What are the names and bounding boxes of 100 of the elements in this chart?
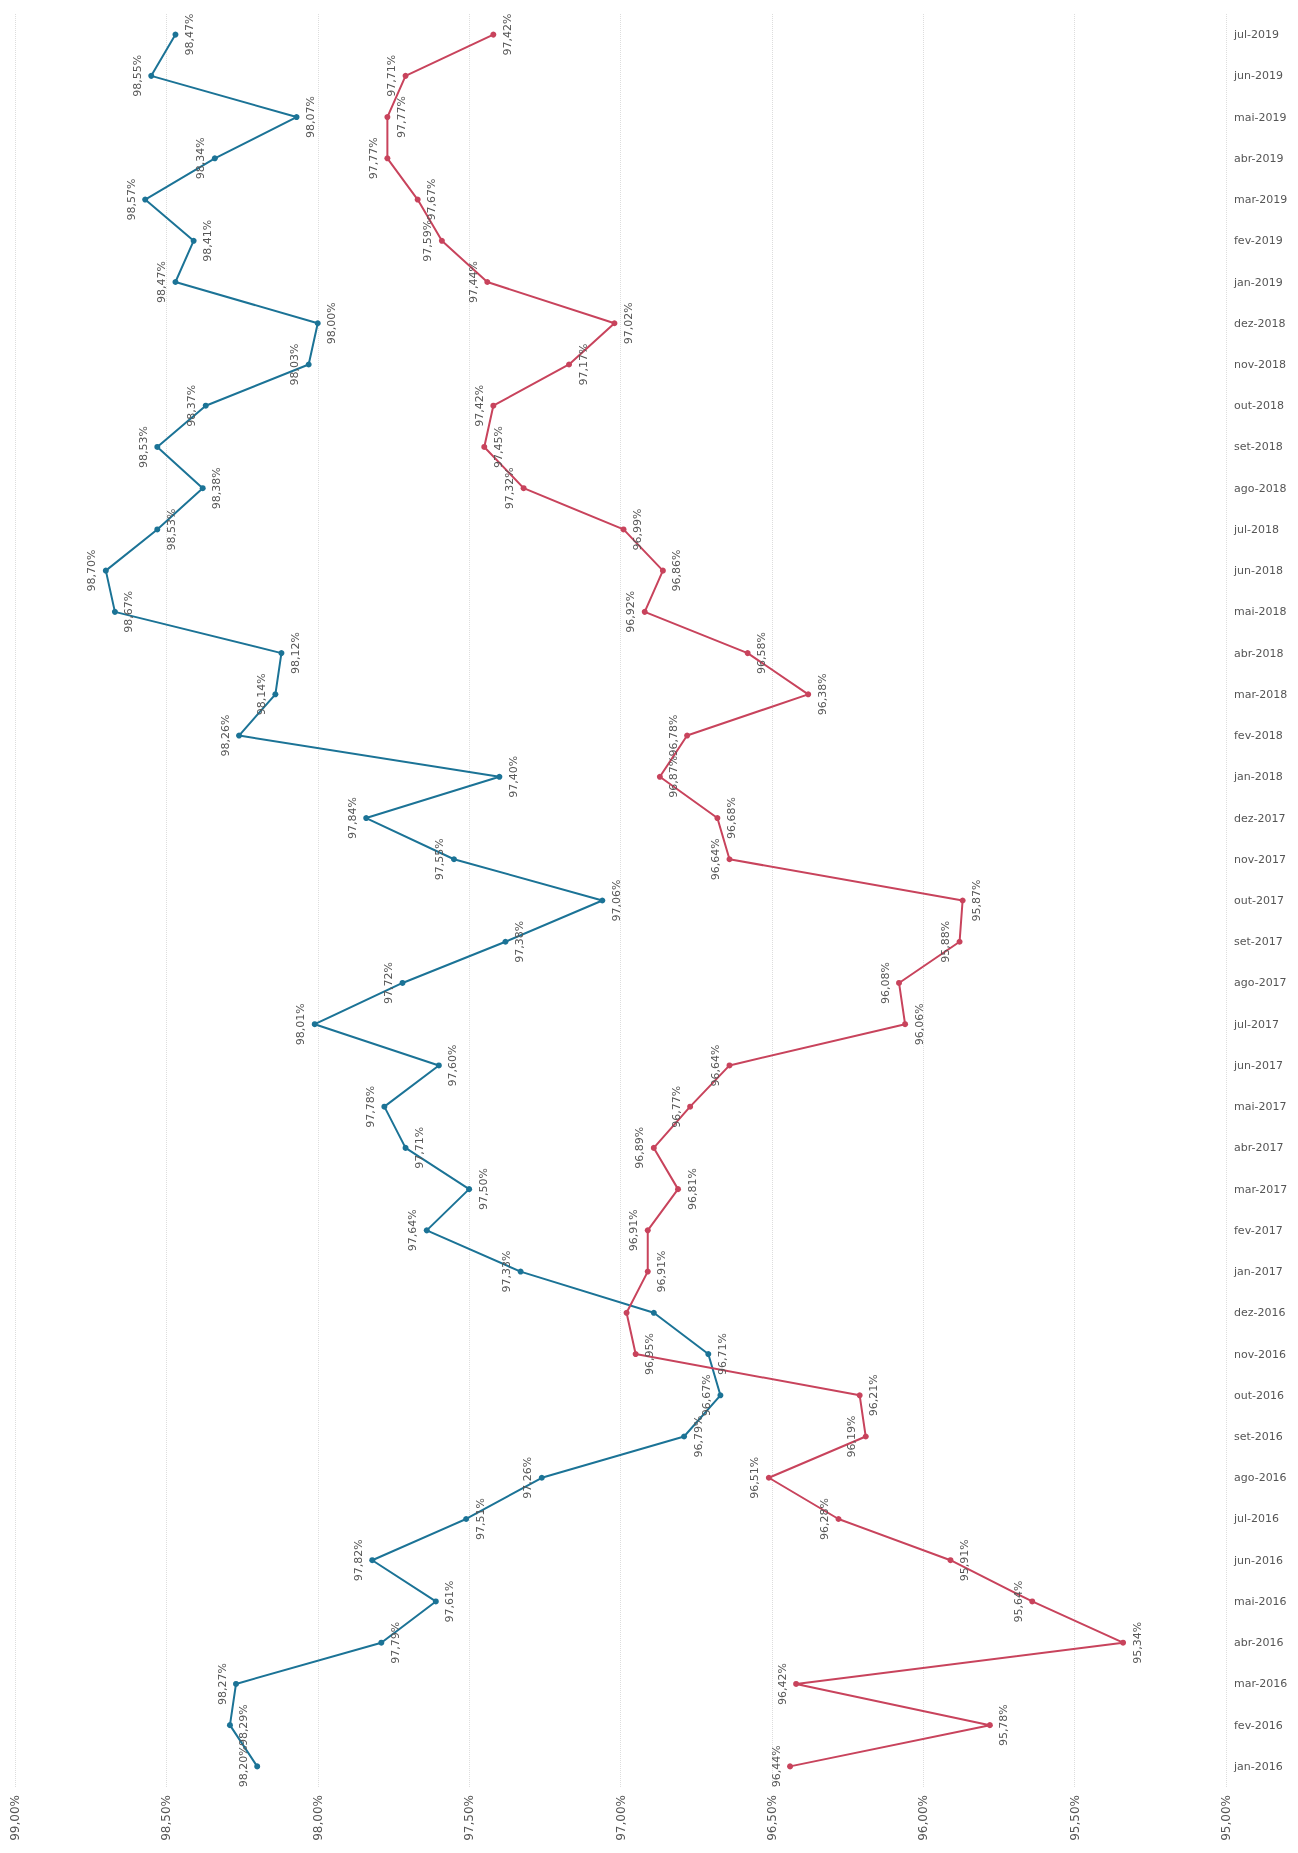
y-tick-label: fev-2019	[1234, 234, 1283, 248]
point	[381, 1103, 388, 1110]
data-label: 96,42%	[775, 1662, 789, 1705]
point	[959, 897, 966, 904]
point	[765, 1474, 772, 1481]
point	[681, 1433, 688, 1440]
y-tick-label: mar-2019	[1234, 193, 1288, 207]
point	[705, 1351, 712, 1358]
y-tick-label: mar-2017	[1234, 1182, 1288, 1196]
point	[102, 567, 109, 574]
y-tick-label: jul-2019	[1233, 28, 1280, 42]
data-label: 96,38%	[815, 673, 829, 716]
point	[659, 567, 666, 574]
point	[726, 1062, 733, 1069]
y-tick-label: set-2017	[1234, 935, 1283, 949]
data-label: 98,14%	[254, 673, 268, 716]
point	[490, 402, 497, 409]
point	[172, 31, 179, 38]
y-tick-label: out-2018	[1234, 399, 1284, 413]
y-tick-label: jun-2018	[1233, 564, 1283, 578]
data-label: 98,47%	[182, 13, 196, 56]
data-label: 98,41%	[201, 219, 215, 262]
data-label: 98,67%	[122, 590, 136, 633]
data-label: 98,47%	[154, 261, 168, 303]
point	[272, 691, 279, 698]
point	[278, 650, 285, 657]
data-label: 97,55%	[433, 838, 447, 881]
point	[1120, 1639, 1127, 1646]
data-label: 96,86%	[670, 549, 684, 592]
data-label: 98,00%	[325, 302, 339, 345]
data-label: 96,58%	[755, 632, 769, 675]
point	[496, 773, 503, 780]
y-tick-label: out-2017	[1234, 894, 1284, 907]
point	[856, 1392, 863, 1399]
point	[190, 237, 197, 244]
y-tick-label: ago-2016	[1234, 1471, 1287, 1485]
y-tick-label: jun-2016	[1233, 1553, 1283, 1567]
data-label: 95,78%	[997, 1704, 1011, 1747]
point	[490, 31, 497, 38]
data-label: 96,19%	[845, 1415, 859, 1458]
data-label: 96,89%	[633, 1126, 647, 1169]
point	[896, 979, 903, 986]
data-label: 97,40%	[506, 755, 520, 798]
data-label: 97,51%	[473, 1498, 487, 1540]
data-label: 98,37%	[185, 384, 199, 427]
point	[805, 691, 812, 698]
point	[986, 1722, 993, 1729]
y-tick-label: jan-2016	[1233, 1759, 1283, 1773]
x-tick-label: 95,00%	[1219, 1795, 1233, 1841]
data-label: 98,20%	[236, 1745, 250, 1788]
data-label: 98,57%	[124, 178, 138, 221]
point	[432, 1598, 439, 1605]
y-tick-label: jan-2018	[1233, 770, 1283, 784]
data-label: 98,26%	[218, 714, 232, 757]
data-label: 96,91%	[655, 1250, 669, 1293]
data-label: 96,91%	[627, 1209, 641, 1252]
data-label: 98,53%	[136, 425, 150, 468]
y-tick-label: jul-2018	[1233, 522, 1280, 536]
data-label: 96,64%	[708, 1044, 722, 1087]
data-label: 97,33%	[500, 1250, 514, 1293]
data-label: 96,06%	[912, 1003, 926, 1046]
data-label: 96,95%	[643, 1333, 657, 1376]
y-tick-label: jul-2017	[1233, 1017, 1280, 1031]
data-label: 97,78%	[363, 1085, 377, 1128]
point	[644, 1268, 651, 1275]
data-label: 96,21%	[867, 1374, 881, 1417]
point	[172, 279, 179, 286]
data-label: 96,68%	[724, 797, 738, 840]
data-label: 97,38%	[512, 920, 526, 963]
data-label: 97,77%	[366, 137, 380, 180]
point	[684, 732, 691, 739]
data-label: 98,07%	[304, 96, 318, 139]
point	[384, 155, 391, 162]
y-tick-label: abr-2017	[1234, 1141, 1284, 1155]
point	[517, 1268, 524, 1275]
data-label: 96,28%	[817, 1498, 831, 1540]
point	[641, 608, 648, 615]
y-tick-label: abr-2016	[1234, 1636, 1284, 1650]
data-label: 96,44%	[769, 1745, 783, 1788]
y-tick-label: dez-2018	[1234, 316, 1286, 330]
point	[726, 856, 733, 863]
point	[414, 196, 421, 203]
data-label: 97,77%	[394, 96, 408, 139]
point	[369, 1557, 376, 1564]
y-tick-label: mar-2016	[1234, 1677, 1288, 1691]
point	[154, 526, 161, 533]
point	[787, 1763, 794, 1770]
data-label: 95,88%	[939, 920, 953, 963]
data-label: 96,81%	[685, 1168, 699, 1211]
data-label: 97,60%	[446, 1044, 460, 1087]
y-tick-label: dez-2016	[1234, 1306, 1286, 1320]
data-label: 97,64%	[406, 1209, 420, 1252]
point	[902, 1021, 909, 1028]
point	[502, 938, 509, 945]
x-tick-label: 98,00%	[310, 1795, 325, 1841]
point	[378, 1639, 385, 1646]
data-label: 95,91%	[958, 1539, 971, 1582]
point	[435, 1062, 442, 1069]
x-tick-label: 98,50%	[159, 1795, 174, 1841]
y-tick-label: fev-2017	[1234, 1223, 1283, 1237]
